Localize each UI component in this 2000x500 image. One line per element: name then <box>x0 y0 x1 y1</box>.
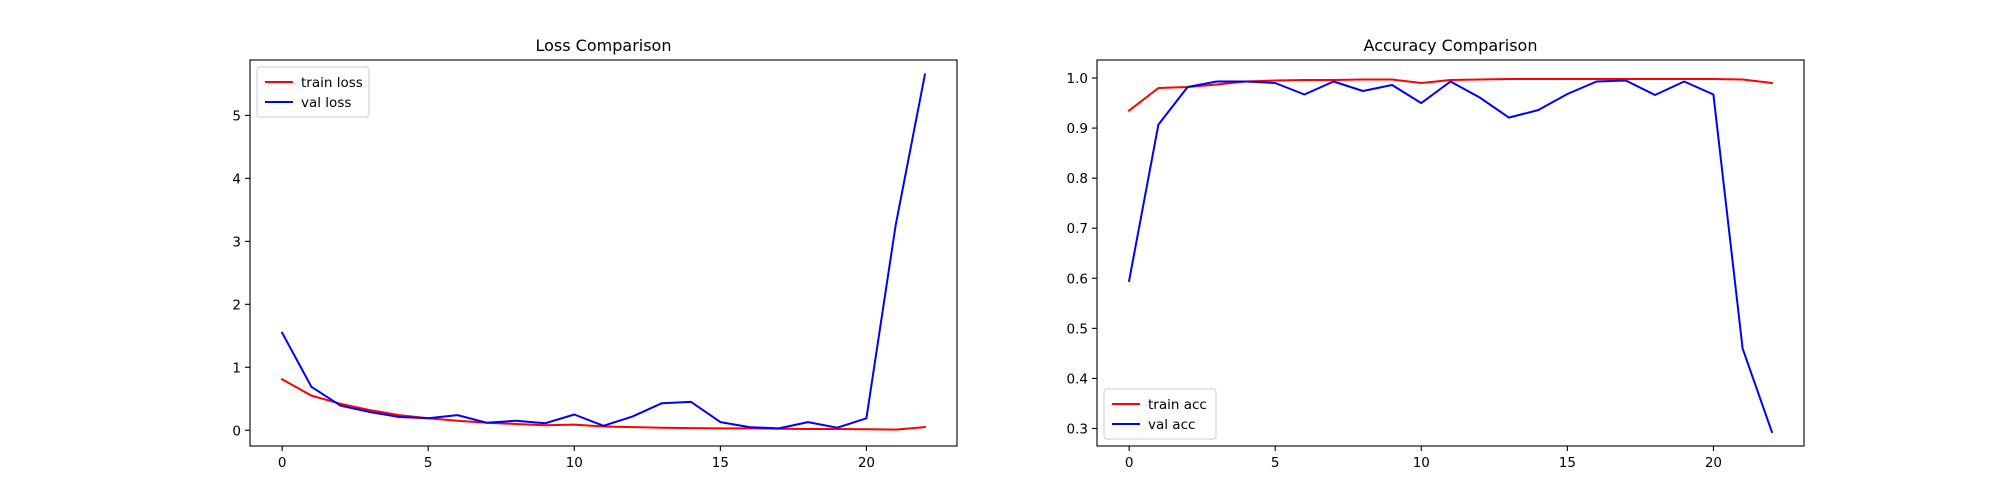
legend-label: train acc <box>1148 397 1207 413</box>
x-tick-label: 5 <box>424 455 433 471</box>
legend-label: train loss <box>301 75 363 91</box>
x-tick-label: 15 <box>712 455 729 471</box>
series-lines <box>280 73 927 431</box>
x-tick-label: 0 <box>1125 455 1134 471</box>
legend-box <box>256 66 370 118</box>
x-tick-label: 10 <box>566 455 583 471</box>
x-tick-label: 10 <box>1413 455 1430 471</box>
legend-entry-val-loss: val loss <box>265 95 351 111</box>
legend-entry-train-acc: train acc <box>1112 397 1207 413</box>
axes-frame <box>1096 59 1805 447</box>
legend: train acc val acc <box>1103 388 1217 440</box>
chart-title: Accuracy Comparison <box>1364 36 1538 55</box>
y-tick-label: 0.3 <box>1067 421 1088 437</box>
axes-frame <box>249 59 958 447</box>
accuracy-comparison-chart: Accuracy Comparison 0 5 10 15 20 0.3 0.4 0.5 0.6… <box>1067 36 1805 471</box>
y-tick-label: 5 <box>232 108 241 124</box>
y-tick-label: 0.9 <box>1067 121 1088 137</box>
y-tick-label: 0.4 <box>1067 371 1088 387</box>
legend-label: val loss <box>301 95 351 111</box>
series-line-val-loss <box>280 73 927 430</box>
y-tick-label: 3 <box>232 234 241 250</box>
loss-comparison-chart: Loss Comparison 0 5 10 15 20 0 1 2 3 4 5 train los… <box>232 36 958 471</box>
legend: train loss val loss <box>256 66 370 118</box>
axis-ticks: 0 5 10 15 20 0 1 2 3 4 5 <box>232 108 875 471</box>
y-tick-label: 0 <box>232 423 241 439</box>
y-tick-label: 1 <box>232 360 241 376</box>
x-tick-label: 0 <box>278 455 287 471</box>
legend-entry-val-acc: val acc <box>1112 417 1195 433</box>
legend-entry-train-loss: train loss <box>265 75 363 91</box>
chart-title: Loss Comparison <box>536 36 672 55</box>
y-tick-label: 0.5 <box>1067 321 1088 337</box>
legend-label: val acc <box>1148 417 1195 433</box>
y-tick-label: 0.8 <box>1067 171 1088 187</box>
series-line-val-acc <box>1127 79 1774 434</box>
y-tick-label: 0.7 <box>1067 221 1088 237</box>
y-tick-label: 1.0 <box>1067 71 1088 87</box>
y-tick-label: 0.6 <box>1067 271 1088 287</box>
x-tick-label: 20 <box>858 455 875 471</box>
axis-ticks: 0 5 10 15 20 0.3 0.4 0.5 0.6 0.7 0.8 0.9 1.0 <box>1067 71 1723 471</box>
x-tick-label: 5 <box>1271 455 1280 471</box>
legend-box <box>1103 388 1217 440</box>
y-tick-label: 4 <box>232 171 241 187</box>
y-tick-label: 2 <box>232 297 241 313</box>
series-lines <box>1127 78 1774 434</box>
x-tick-label: 20 <box>1705 455 1722 471</box>
x-tick-label: 15 <box>1559 455 1576 471</box>
